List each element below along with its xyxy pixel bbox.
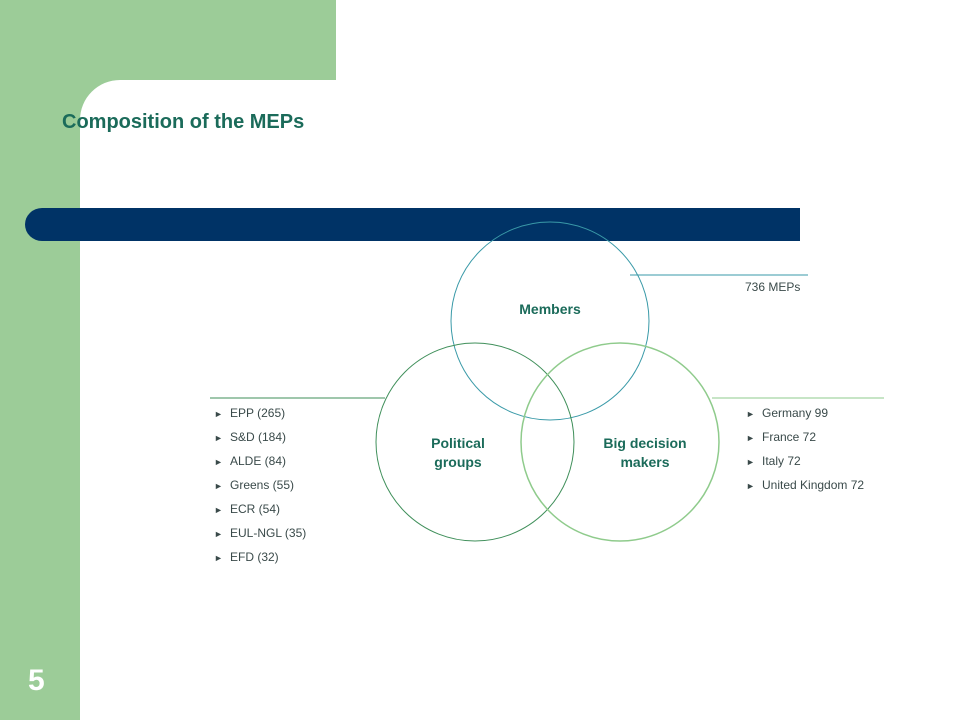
list-item: ► ECR (54): [214, 497, 306, 521]
list-item: ► Italy 72: [746, 449, 864, 473]
list-item: ► Greens (55): [214, 473, 306, 497]
list-item-label: ALDE (84): [230, 454, 287, 468]
political-groups-circle: [375, 342, 575, 542]
triangle-bullet-icon: ►: [214, 457, 223, 467]
list-item-label: Germany 99: [762, 406, 829, 420]
triangle-bullet-icon: ►: [746, 433, 755, 443]
list-item-label: EUL-NGL (35): [230, 526, 307, 540]
triangle-bullet-icon: ►: [214, 553, 223, 563]
triangle-bullet-icon: ►: [214, 481, 223, 491]
list-item: ► EFD (32): [214, 545, 306, 569]
political-label-line2: groups: [434, 454, 482, 470]
decision-makers-label: Big decision makers: [580, 434, 710, 472]
list-item-label: Greens (55): [230, 478, 295, 492]
triangle-bullet-icon: ►: [746, 457, 755, 467]
triangle-bullet-icon: ►: [746, 481, 755, 491]
list-item-label: EFD (32): [230, 550, 279, 564]
list-item: ► United Kingdom 72: [746, 473, 864, 497]
list-item: ► France 72: [746, 425, 864, 449]
political-groups-list: ► EPP (265) ► S&D (184) ► ALDE (84) ► Greens…: [214, 401, 306, 569]
list-item-label: Italy 72: [762, 454, 801, 468]
triangle-bullet-icon: ►: [214, 529, 223, 539]
list-item-label: ECR (54): [230, 502, 281, 516]
list-item: ► ALDE (84): [214, 449, 306, 473]
slide-title: Composition of the MEPs: [62, 111, 305, 133]
triangle-bullet-icon: ►: [214, 409, 223, 419]
decision-label-line1: Big decision: [603, 435, 687, 451]
list-item: ► Germany 99: [746, 401, 864, 425]
political-label-line1: Political: [431, 435, 485, 451]
members-circle: [450, 221, 650, 421]
list-item-label: S&D (184): [230, 430, 287, 444]
decision-label-line2: makers: [620, 454, 670, 470]
triangle-bullet-icon: ►: [214, 505, 223, 515]
decision-makers-circle: [520, 342, 720, 542]
list-item: ► EPP (265): [214, 401, 306, 425]
list-item: ► EUL-NGL (35): [214, 521, 306, 545]
triangle-bullet-icon: ►: [214, 433, 223, 443]
triangle-bullet-icon: ►: [746, 409, 755, 419]
political-groups-label: Political groups: [398, 434, 518, 472]
meps-total: 736 MEPs: [745, 280, 801, 294]
list-item-label: EPP (265): [230, 406, 286, 420]
decision-makers-list: ► Germany 99 ► France 72 ► Italy 72 ► United…: [746, 401, 864, 497]
list-item-label: United Kingdom 72: [762, 478, 865, 492]
green-band: [0, 0, 336, 720]
members-label: Members: [519, 301, 581, 317]
list-item-label: France 72: [762, 430, 817, 444]
list-item: ► S&D (184): [214, 425, 306, 449]
navy-bar: [25, 208, 800, 241]
slide-number: 5: [28, 664, 45, 697]
